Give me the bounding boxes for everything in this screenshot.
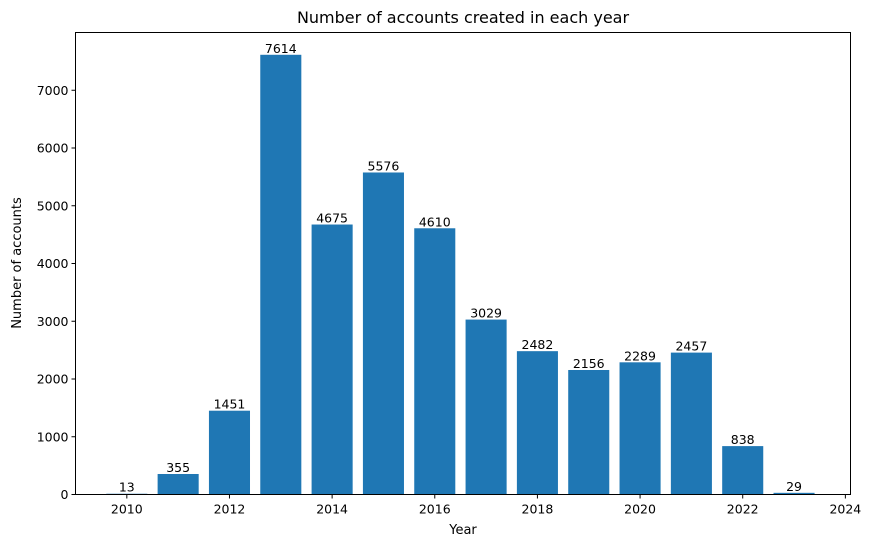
data-label-2016: 4610: [419, 214, 451, 229]
data-label-2023: 29: [786, 479, 802, 494]
y-tick-label: 7000: [37, 83, 69, 98]
bar-2021: [670, 352, 712, 495]
y-tick-label: 1000: [37, 429, 69, 444]
bar-2017: [465, 319, 507, 495]
data-label-2017: 3029: [470, 306, 502, 321]
y-tick-label: 3000: [37, 314, 69, 329]
x-tick-label: 2024: [829, 502, 861, 517]
data-label-2019: 2156: [573, 356, 605, 371]
data-label-2021: 2457: [675, 339, 707, 354]
y-tick-label: 5000: [37, 198, 69, 213]
y-axis: 0 1000 2000 3000 4000 5000 6000 7000: [37, 83, 76, 502]
bars: [106, 54, 815, 495]
y-axis-label: Number of accounts: [10, 197, 25, 329]
bar-2013: [260, 54, 302, 495]
bar-2011: [157, 473, 199, 495]
plot-frame: [75, 32, 851, 495]
data-label-2018: 2482: [522, 337, 554, 352]
x-tick-label: 2018: [522, 502, 554, 517]
bar-2016: [414, 228, 456, 495]
bar-2023: [773, 492, 815, 495]
data-labels: 13 355 1451 7614 4675 5576 4610 3029 2482 2156 228…: [119, 41, 802, 495]
bar-2018: [516, 351, 558, 495]
data-label-2010: 13: [119, 480, 135, 495]
data-label-2014: 4675: [316, 211, 348, 226]
data-label-2012: 1451: [214, 397, 246, 412]
y-tick-label: 0: [61, 487, 69, 502]
x-axis: 2010 2012 2014 2016 2018 2020 2022 2024: [111, 494, 861, 517]
x-tick-label: 2014: [316, 502, 348, 517]
x-tick-label: 2012: [214, 502, 246, 517]
x-tick-label: 2020: [624, 502, 656, 517]
bar-2020: [619, 362, 661, 495]
data-label-2020: 2289: [624, 348, 656, 363]
bar-2014: [311, 224, 353, 495]
bar-2022: [722, 446, 764, 495]
x-tick-label: 2010: [111, 502, 143, 517]
data-label-2022: 838: [731, 432, 755, 447]
x-tick-label: 2022: [727, 502, 759, 517]
y-tick-label: 6000: [37, 141, 69, 156]
bar-2012: [208, 410, 251, 495]
y-tick-label: 4000: [37, 256, 69, 271]
y-tick-label: 2000: [37, 372, 69, 387]
data-label-2013: 7614: [265, 41, 297, 56]
x-axis-label: Year: [448, 523, 477, 538]
bar-2019: [568, 369, 610, 495]
bar-2015: [362, 172, 404, 495]
data-label-2015: 5576: [368, 158, 400, 173]
chart-title: Number of accounts created in each year: [297, 8, 630, 27]
x-tick-label: 2016: [419, 502, 451, 517]
data-label-2011: 355: [166, 460, 190, 475]
